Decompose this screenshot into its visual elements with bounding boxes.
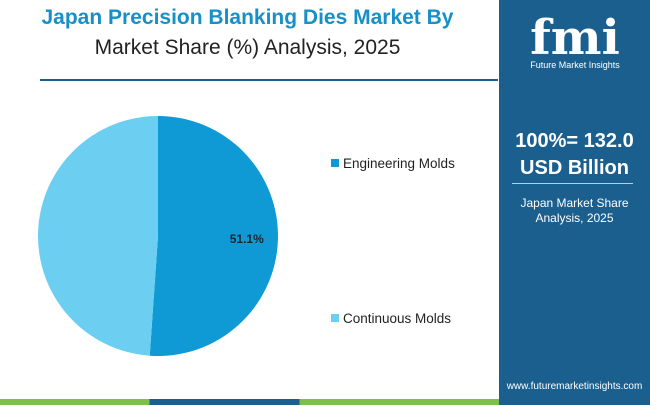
pie-chart: 51.1%: [37, 116, 278, 356]
legend-swatch: [331, 159, 339, 167]
pie-slice-engineering-molds: [149, 116, 278, 356]
sidebar-divider: [512, 183, 633, 184]
chart-title-line1: Japan Precision Blanking Dies Market By: [41, 6, 454, 29]
market-total-unit: USD Billion: [520, 157, 629, 179]
legend-label: Engineering Molds: [343, 155, 455, 171]
sidebar-panel: [499, 0, 650, 405]
data-label-engineering-molds: 51.1%: [230, 232, 264, 246]
logo-company-name: Future Market Insights: [530, 60, 620, 70]
pie-slice-continuous-molds: [37, 116, 158, 356]
fmi-logo: fmi: [530, 10, 620, 66]
bottom-accent-bar: [0, 399, 499, 405]
market-total-value: 100%= 132.0: [515, 130, 634, 152]
caption-line2: Analysis, 2025: [535, 211, 614, 225]
legend-label: Continuous Molds: [343, 310, 452, 326]
website-url[interactable]: www.futuremarketinsights.com: [506, 381, 643, 392]
logo-letters: fmi: [530, 10, 620, 66]
title-divider: [40, 79, 498, 81]
legend-item-continuous-molds: Continuous Molds: [331, 310, 451, 326]
sidebar-caption: Japan Market Share Analysis, 2025: [499, 196, 650, 226]
chart-title-line2: Market Share (%) Analysis, 2025: [94, 36, 401, 59]
caption-line1: Japan Market Share: [520, 196, 629, 210]
market-total: 100%= 132.0 USD Billion: [499, 128, 650, 182]
legend-swatch: [331, 314, 339, 322]
legend-item-engineering-molds: Engineering Molds: [331, 155, 455, 171]
